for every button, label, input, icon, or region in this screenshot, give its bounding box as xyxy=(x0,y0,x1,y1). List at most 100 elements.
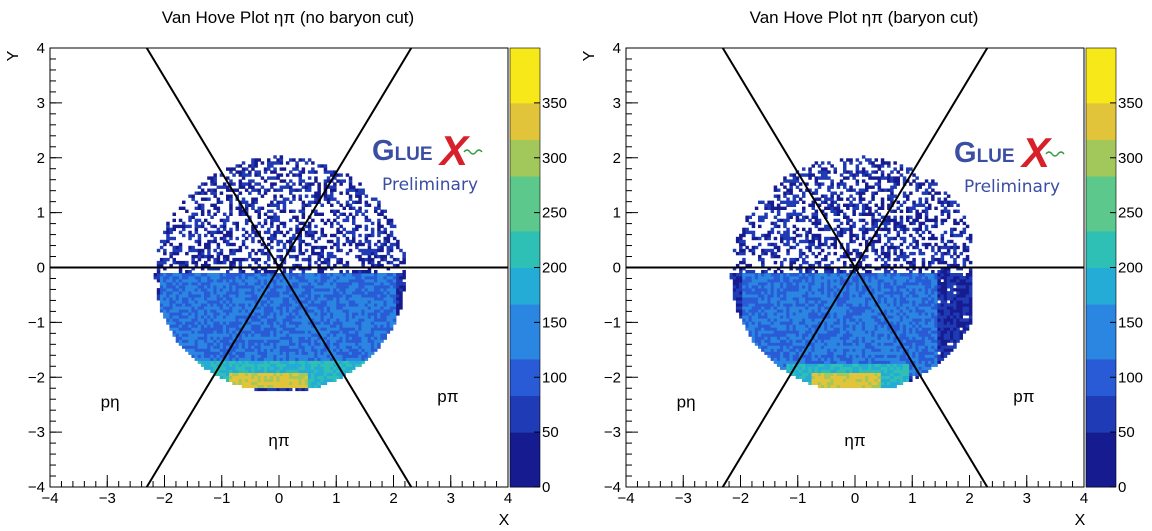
heatmap-cell xyxy=(773,276,778,280)
heatmap-cell xyxy=(229,263,233,268)
heatmap-cell xyxy=(238,363,243,367)
heatmap-cell xyxy=(333,336,337,340)
heatmap-cell xyxy=(383,315,387,319)
heatmap-cell xyxy=(339,270,343,274)
heatmap-cell xyxy=(811,372,815,376)
heatmap-cell xyxy=(248,233,252,238)
heatmap-cell xyxy=(802,342,806,346)
heatmap-cell xyxy=(767,345,771,349)
heatmap-cell xyxy=(301,333,306,337)
heatmap-cell xyxy=(314,363,318,367)
heatmap-cell xyxy=(342,318,346,322)
heatmap-cell xyxy=(178,303,183,307)
heatmap-cell xyxy=(795,297,800,301)
heatmap-cell xyxy=(229,330,233,334)
heatmap-cell xyxy=(178,230,183,235)
heatmap-cell xyxy=(361,291,365,295)
heatmap-cell xyxy=(795,257,800,262)
heatmap-cell xyxy=(333,242,337,247)
heatmap-cell xyxy=(257,333,261,337)
heatmap-cell xyxy=(232,381,236,385)
region-label: pπ xyxy=(437,387,458,406)
heatmap-cell xyxy=(229,285,233,289)
heatmap-cell xyxy=(767,285,771,289)
heatmap-cell xyxy=(251,206,255,210)
heatmap-cell xyxy=(767,200,771,204)
heatmap-cell xyxy=(257,321,261,325)
heatmap-cell xyxy=(219,288,224,292)
heatmap-cell xyxy=(307,363,312,367)
heatmap-cell xyxy=(754,324,759,328)
heatmap-cell xyxy=(241,375,246,379)
heatmap-cell xyxy=(163,291,167,295)
heatmap-cell xyxy=(758,254,762,259)
heatmap-cell xyxy=(273,378,277,382)
heatmap-cell xyxy=(285,381,290,385)
heatmap-cell xyxy=(257,273,261,277)
heatmap-cell xyxy=(276,318,280,322)
heatmap-cell xyxy=(776,194,781,198)
heatmap-cell xyxy=(279,363,284,367)
colorbar-band xyxy=(510,413,540,433)
heatmap-cell xyxy=(330,185,334,189)
heatmap-cell xyxy=(361,188,365,192)
heatmap-cell xyxy=(301,215,306,219)
heatmap-cell xyxy=(263,218,268,223)
y-tick-label: 3 xyxy=(37,95,45,112)
heatmap-cell xyxy=(789,182,793,186)
heatmap-cell xyxy=(248,185,252,189)
heatmap-cell xyxy=(333,300,337,304)
heatmap-cell xyxy=(222,339,227,343)
heatmap-cell xyxy=(776,197,781,201)
heatmap-cell xyxy=(219,297,224,301)
heatmap-cell xyxy=(783,279,787,283)
heatmap-cell xyxy=(355,330,359,334)
heatmap-cell xyxy=(282,336,287,340)
heatmap-cell xyxy=(798,321,803,325)
heatmap-cell xyxy=(226,239,230,244)
heatmap-cell xyxy=(285,375,290,379)
heatmap-cell xyxy=(780,342,784,346)
heatmap-cell xyxy=(789,203,793,207)
heatmap-cell xyxy=(301,212,306,216)
heatmap-cell xyxy=(761,345,765,349)
heatmap-cell xyxy=(254,279,258,283)
heatmap-cell xyxy=(824,297,828,301)
heatmap-cell xyxy=(251,294,255,298)
heatmap-cell xyxy=(289,387,293,392)
heatmap-cell xyxy=(814,233,819,238)
heatmap-cell xyxy=(285,354,290,358)
heatmap-cell xyxy=(169,297,173,301)
heatmap-cell xyxy=(792,182,797,186)
heatmap-cell xyxy=(761,276,765,280)
heatmap-cell xyxy=(251,306,255,310)
heatmap-cell xyxy=(175,294,180,298)
heatmap-cell xyxy=(333,170,337,174)
heatmap-cell xyxy=(352,321,356,325)
heatmap-cell xyxy=(383,303,387,307)
heatmap-cell xyxy=(789,312,793,316)
heatmap-cell xyxy=(811,273,815,277)
heatmap-cell xyxy=(251,372,255,376)
heatmap-cell xyxy=(330,194,334,198)
chart-title: Van Hove Plot ηπ (baryon cut) xyxy=(749,8,979,27)
heatmap-cell xyxy=(241,327,246,331)
heatmap-cell xyxy=(795,212,800,216)
heatmap-cell xyxy=(289,345,293,349)
heatmap-cell xyxy=(358,330,362,334)
heatmap-cell xyxy=(824,291,828,295)
heatmap-cell xyxy=(764,288,768,292)
heatmap-cell xyxy=(358,279,362,283)
heatmap-cell xyxy=(805,270,809,274)
x-tick-label: 3 xyxy=(447,490,455,507)
heatmap-cell xyxy=(326,176,331,180)
heatmap-cell xyxy=(811,306,815,310)
heatmap-cell xyxy=(808,176,812,180)
heatmap-cell xyxy=(207,333,211,337)
heatmap-cell xyxy=(235,315,239,319)
heatmap-cell xyxy=(795,242,800,247)
heatmap-cell xyxy=(222,327,227,331)
heatmap-cell xyxy=(814,309,819,313)
heatmap-cell xyxy=(289,270,293,274)
heatmap-cell xyxy=(348,297,353,301)
